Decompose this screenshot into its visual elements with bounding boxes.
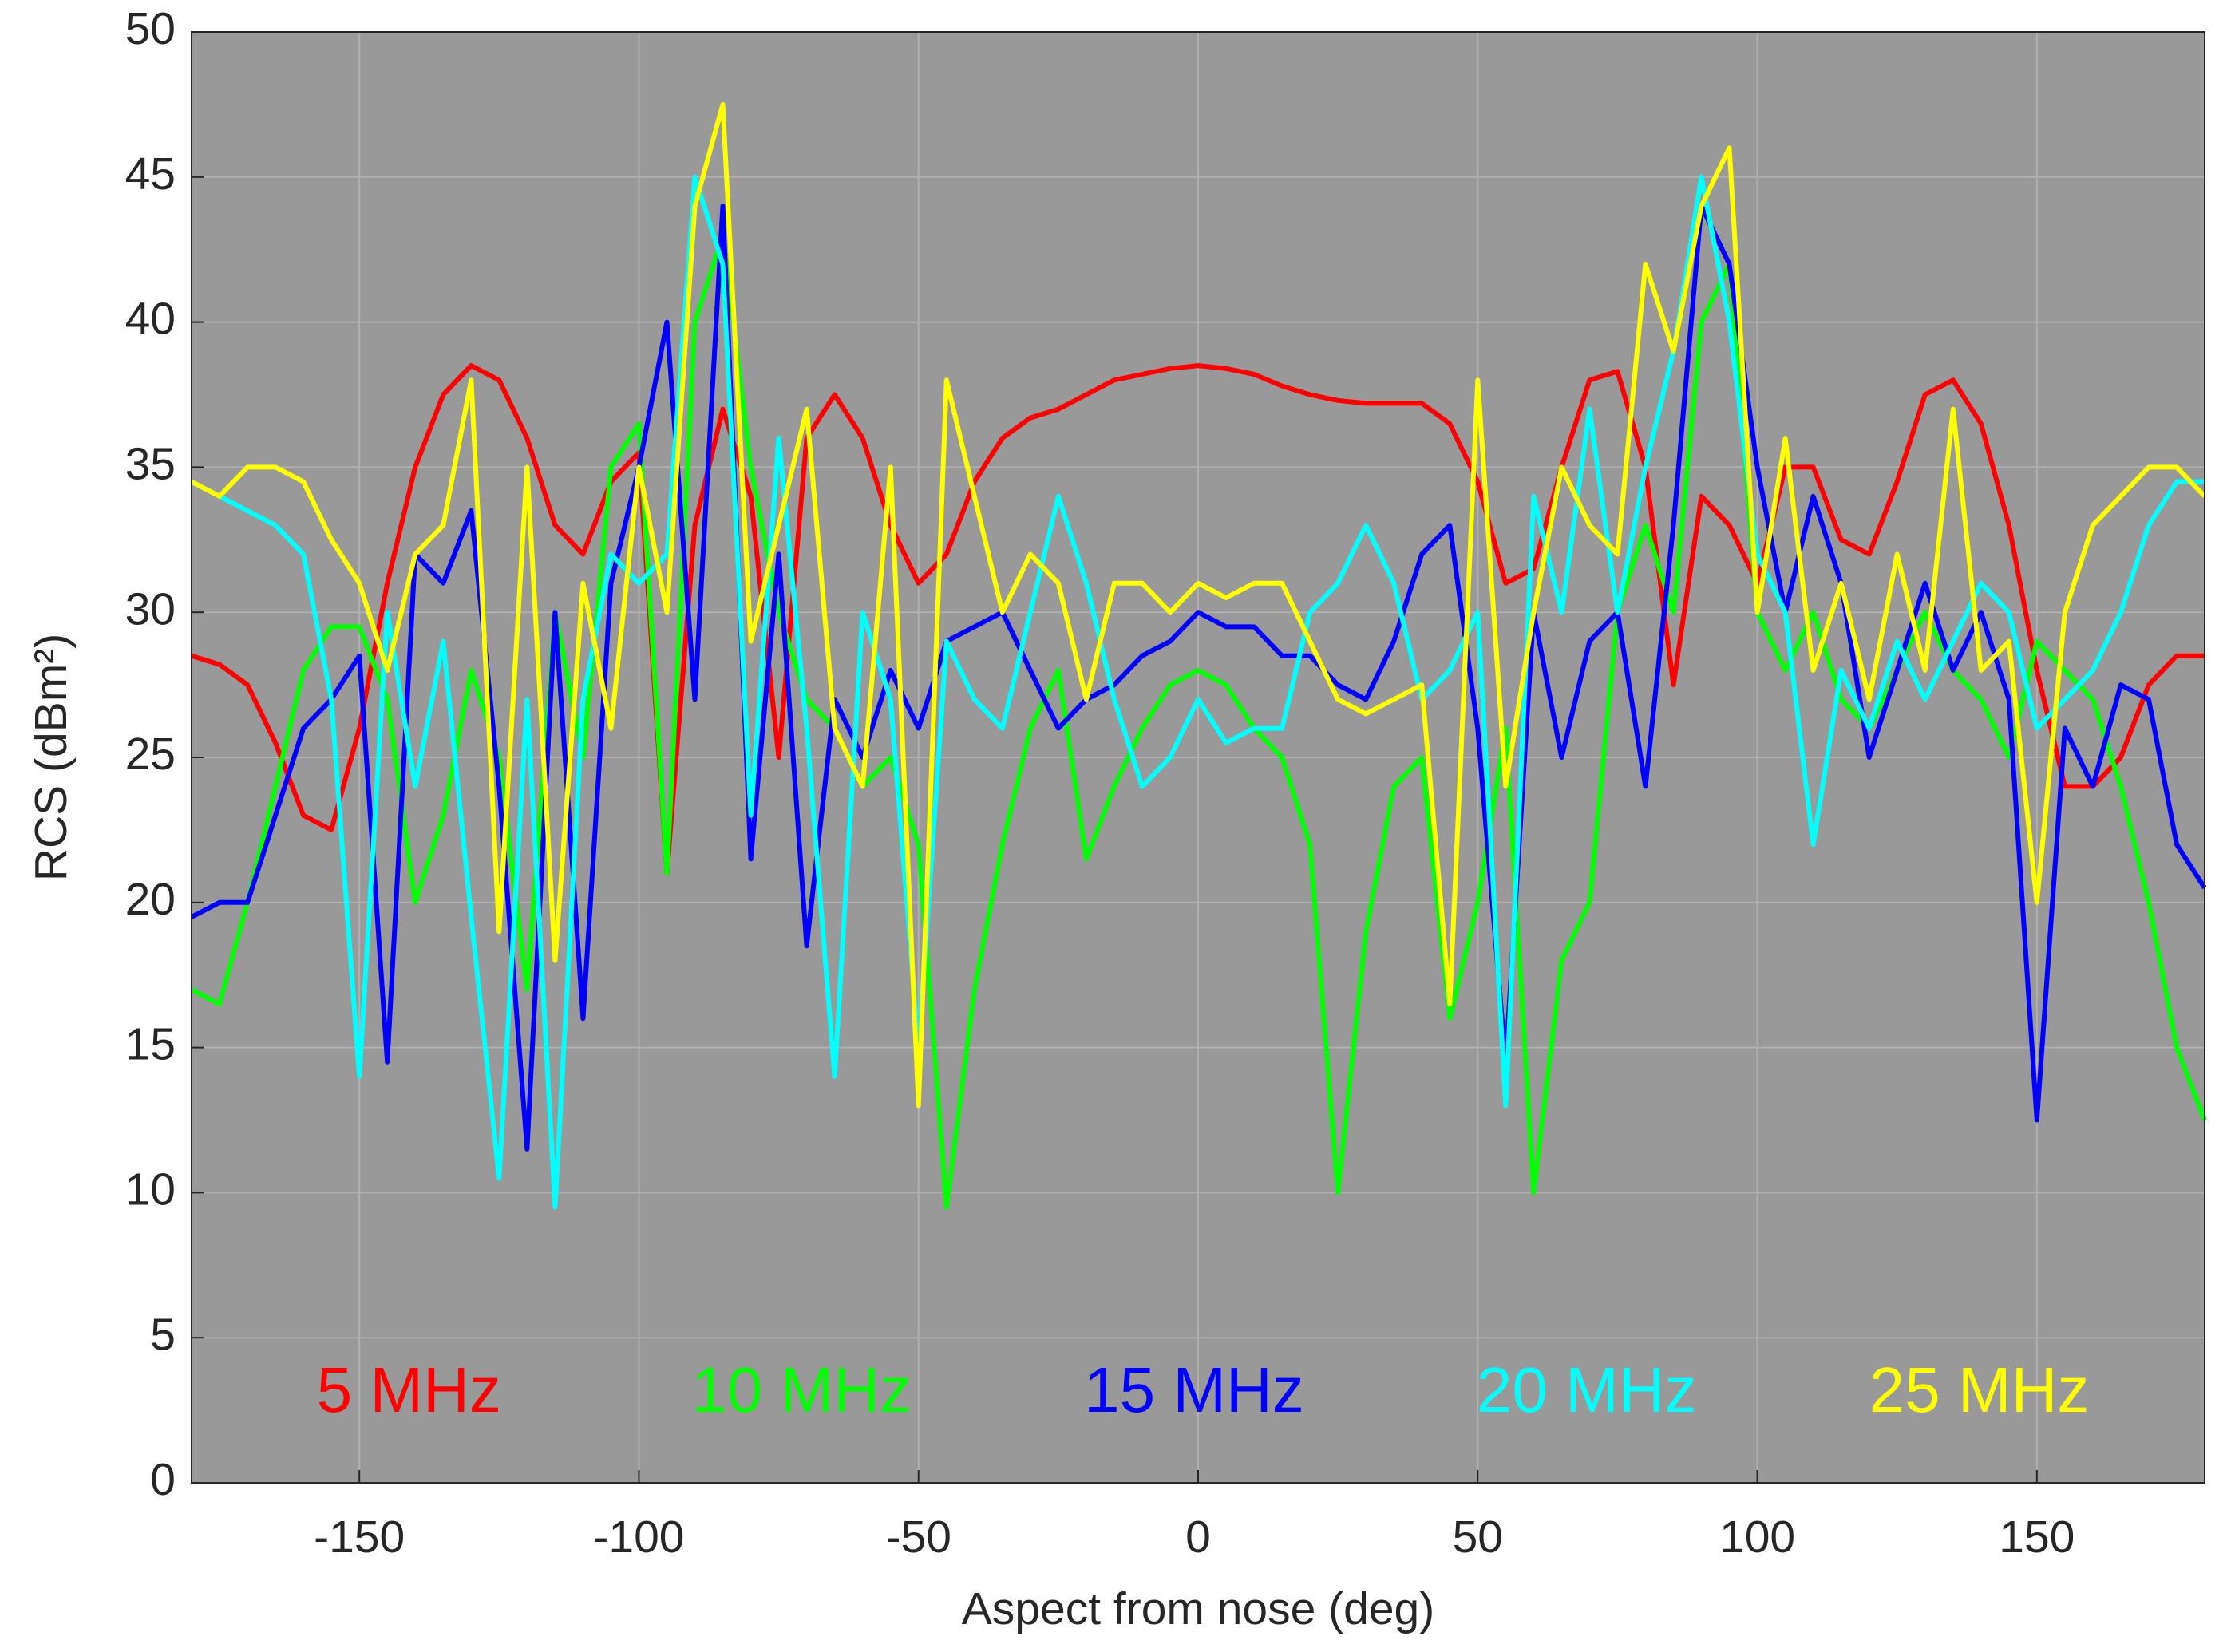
y-axis-label: RCS (dBm²) (26, 634, 77, 881)
legend-label: 15 MHz (1084, 1354, 1304, 1425)
x-tick-label: 150 (1999, 1512, 2075, 1563)
y-tick-label: 0 (150, 1454, 176, 1505)
series-line (190, 204, 2207, 1152)
y-tick-label: 15 (125, 1019, 176, 1070)
x-tick-label: -100 (593, 1512, 684, 1563)
y-tick-label: 35 (125, 438, 176, 489)
y-tick-label: 5 (150, 1309, 176, 1360)
y-tick-label: 25 (125, 729, 176, 780)
x-axis-label: Aspect from nose (deg) (962, 1583, 1434, 1634)
series-line (190, 101, 2207, 1109)
plot-border (191, 31, 2205, 1484)
y-tick-label: 30 (125, 583, 176, 634)
legend-label: 10 MHz (691, 1354, 912, 1425)
x-tick-label: 50 (1453, 1512, 1503, 1563)
y-tick-label: 20 (125, 874, 176, 925)
legend-label: 25 MHz (1869, 1354, 2090, 1425)
y-tick-label: 50 (125, 3, 176, 54)
y-tick-label: 45 (125, 148, 176, 200)
x-tick-label: 0 (1185, 1512, 1211, 1563)
y-tick-label: 40 (125, 294, 176, 345)
x-tick-label: -50 (886, 1512, 951, 1563)
y-tick-label: 10 (125, 1164, 176, 1215)
legend-label: 5 MHz (317, 1354, 501, 1425)
series-line (190, 174, 2205, 1210)
x-tick-label: 100 (1719, 1512, 1795, 1563)
series-line (191, 363, 2205, 876)
x-tick-label: -150 (314, 1512, 405, 1563)
legend-label: 20 MHz (1477, 1354, 1697, 1425)
